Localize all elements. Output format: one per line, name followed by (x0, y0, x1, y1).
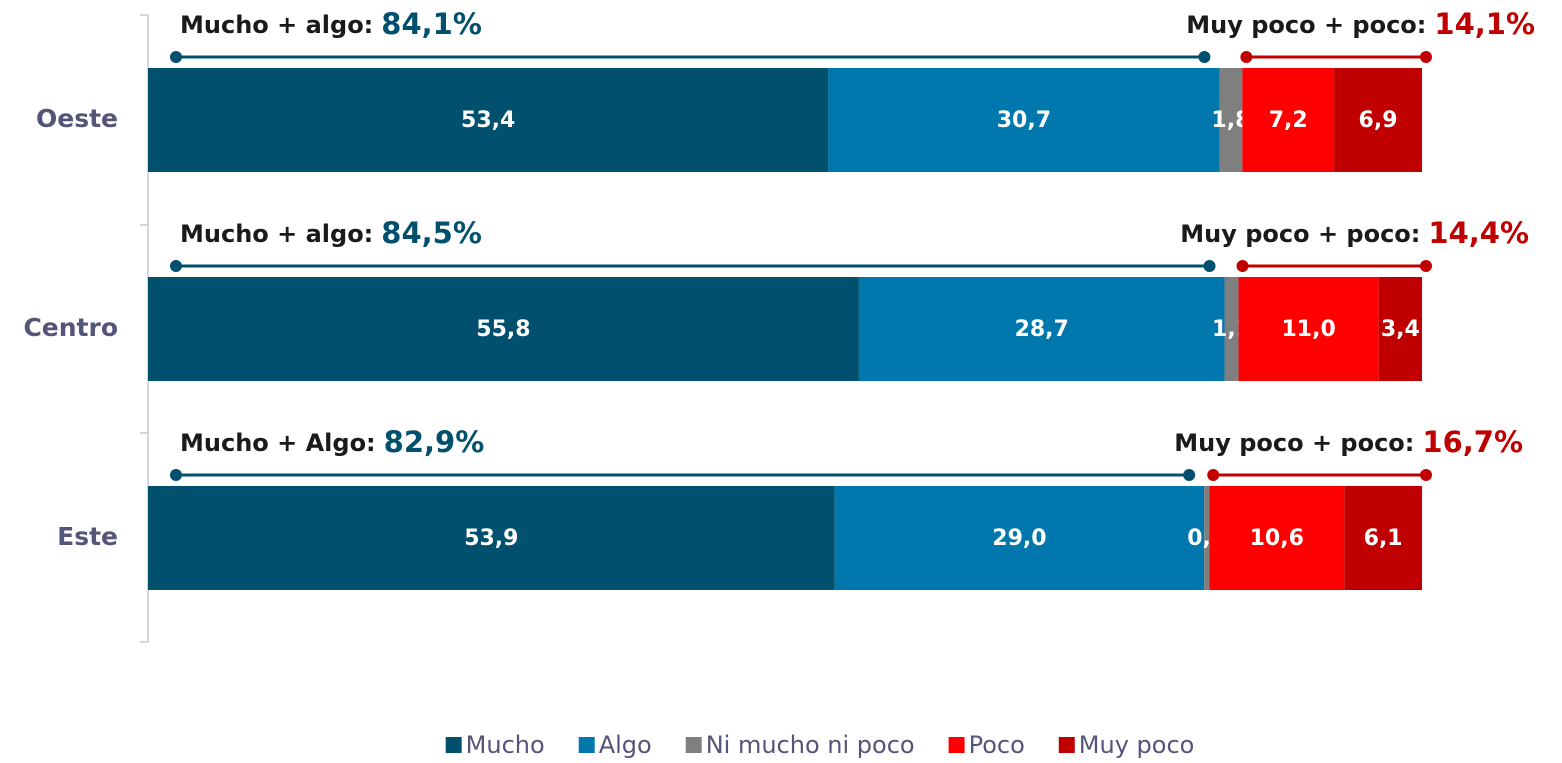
bracket-end (1183, 469, 1196, 481)
bar-segment (834, 486, 1205, 590)
value-label: 10,6 (1250, 526, 1304, 551)
bar-segment (1242, 68, 1335, 172)
value-label: 55,8 (476, 317, 530, 342)
bar-segment (148, 486, 835, 590)
annotation-right: Muy poco + poco: 16,7% (1174, 425, 1523, 459)
annotation-left: Mucho + algo: 84,1% (180, 7, 482, 41)
bracket-end (170, 469, 182, 481)
legend-swatch (1058, 737, 1075, 753)
bar-segment (148, 68, 829, 172)
annotation-text: Mucho + Algo: (180, 429, 376, 457)
bracket-end (170, 260, 182, 272)
legend-label: Mucho (466, 731, 545, 759)
bar-segment (1224, 277, 1239, 381)
annotation-text: Muy poco + poco: (1180, 220, 1420, 248)
legend-swatch (685, 737, 702, 753)
annotation-value: 84,1% (381, 7, 482, 41)
legend-swatch (445, 737, 462, 753)
category-label: Oeste (36, 104, 118, 133)
bracket-end (1207, 469, 1220, 481)
bar-segment (148, 277, 859, 381)
legend-label: Muy poco (1079, 731, 1195, 759)
bracket-end (1240, 51, 1253, 63)
annotation-value: 16,7% (1422, 425, 1523, 459)
annotation-text: Muy poco + poco: (1186, 11, 1426, 39)
annotation-text: Muy poco + poco: (1174, 429, 1414, 457)
legend-label: Poco (969, 731, 1025, 759)
legend: Mucho Algo Ni mucho ni poco Poco Muy poco (445, 731, 1195, 759)
value-label: 11,0 (1281, 317, 1335, 342)
legend-swatch (578, 737, 595, 753)
category-label: Centro (23, 313, 118, 342)
bar-segment (1334, 68, 1422, 172)
value-label: 30,7 (997, 108, 1051, 133)
value-label: 6,1 (1364, 526, 1403, 551)
legend-label: Algo (599, 731, 652, 759)
bar-segment (1204, 486, 1210, 590)
bracket-end (170, 51, 182, 63)
bar-segment (1209, 486, 1345, 590)
annotation-value: 84,5% (381, 216, 482, 250)
annotation-value: 14,1% (1434, 7, 1535, 41)
annotation-right: Muy poco + poco: 14,1% (1186, 7, 1535, 41)
legend-label: Ni mucho ni poco (706, 731, 915, 759)
value-label: 3,4 (1381, 317, 1420, 342)
bar-segment (1219, 68, 1243, 172)
annotation-left: Mucho + Algo: 82,9% (180, 425, 484, 459)
bracket-end (1236, 260, 1249, 272)
annotation-right: Muy poco + poco: 14,4% (1180, 216, 1529, 250)
annotation-text: Mucho + algo: (180, 11, 373, 39)
value-label: 29,0 (992, 526, 1046, 551)
annotation-value: 14,4% (1428, 216, 1529, 250)
bracket-end (1420, 51, 1432, 63)
value-label: 53,9 (464, 526, 518, 551)
value-label: 28,7 (1015, 317, 1069, 342)
annotation-value: 82,9% (384, 425, 485, 459)
annotation-text: Mucho + algo: (180, 220, 373, 248)
category-label: Este (57, 522, 118, 551)
bracket-end (1420, 469, 1432, 481)
bar-segment (1378, 277, 1422, 381)
bar-segment (1344, 486, 1422, 590)
value-label: 53,4 (461, 108, 515, 133)
bracket-end (1198, 51, 1211, 63)
value-label: 7,2 (1269, 108, 1308, 133)
bar-segment (828, 68, 1220, 172)
value-label: 6,9 (1359, 108, 1398, 133)
bar-segment (858, 277, 1225, 381)
legend-swatch (948, 737, 965, 753)
bracket-end (1203, 260, 1216, 272)
bar-segment (1238, 277, 1379, 381)
bracket-end (1420, 260, 1432, 272)
annotation-left: Mucho + algo: 84,5% (180, 216, 482, 250)
